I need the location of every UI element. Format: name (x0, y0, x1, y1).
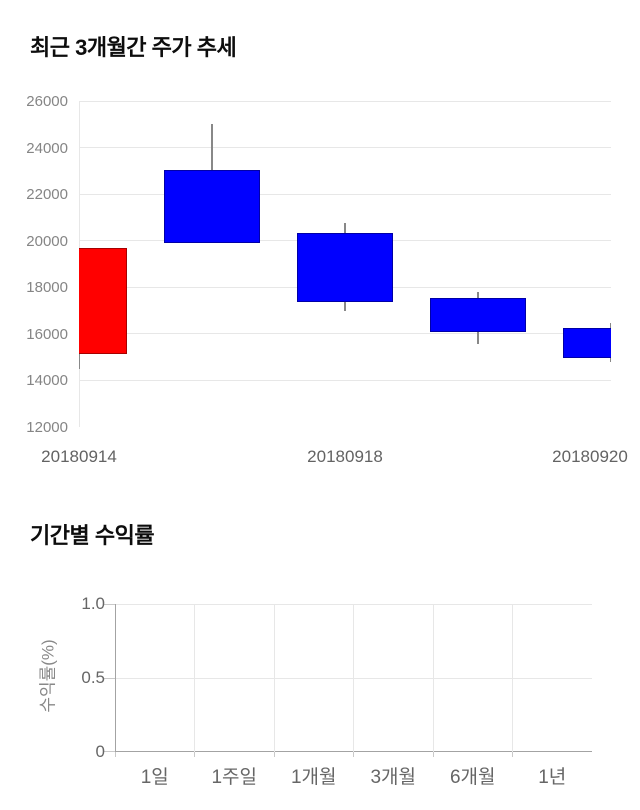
returns-column-gridline (273, 604, 275, 752)
returns-column-gridline (432, 604, 434, 752)
candle-body (79, 247, 127, 354)
price-y-tick-label: 20000 (26, 232, 68, 250)
candle-body (164, 169, 260, 244)
price-y-tick-label: 24000 (26, 139, 68, 157)
price-y-tick-label: 22000 (26, 186, 68, 204)
price-y-tick-label: 18000 (26, 279, 68, 297)
returns-x-axis-tick (432, 752, 434, 757)
returns-by-period-title: 기간별 수익률 (30, 523, 155, 548)
returns-column-gridline (353, 604, 354, 752)
returns-y-axis-tick (103, 603, 115, 605)
price-gridline (79, 193, 611, 195)
candle-body (563, 328, 611, 359)
price-x-tick-label: 20180914 (41, 447, 117, 466)
price-y-tick-label: 16000 (26, 325, 68, 343)
returns-y-axis-tick (103, 751, 115, 752)
returns-x-tick-label: 1개월 (290, 767, 337, 788)
price-x-tick-label: 20180920 (552, 447, 628, 466)
returns-x-axis-tick (353, 752, 354, 757)
returns-y-axis-line (114, 604, 116, 752)
price-gridline (79, 379, 611, 381)
candle-body (297, 232, 393, 303)
price-y-tick-label: 14000 (26, 372, 68, 390)
price-x-tick-label: 20180918 (307, 447, 383, 466)
returns-y-tick-label: 0 (95, 742, 105, 761)
returns-x-axis-tick (114, 752, 116, 757)
returns-x-axis-tick (512, 752, 513, 757)
returns-x-tick-label: 1주일 (211, 767, 258, 788)
price-candlestick-plot[interactable] (79, 101, 611, 427)
candle-body (430, 297, 526, 332)
returns-x-tick-label: 6개월 (449, 767, 496, 788)
returns-y-axis-tick (103, 677, 115, 679)
price-trend-title: 최근 3개월간 주가 추세 (30, 35, 237, 60)
returns-column-gridline (194, 604, 195, 752)
returns-x-tick-label: 3개월 (370, 767, 417, 788)
returns-bar-plot[interactable] (103, 603, 592, 757)
returns-x-axis-tick (194, 752, 195, 757)
price-gridline (79, 101, 611, 102)
price-gridline (79, 333, 611, 335)
returns-y-tick-label: 1.0 (81, 594, 105, 613)
returns-column-gridline (512, 604, 513, 752)
returns-y-tick-label: 0.5 (81, 668, 105, 687)
price-y-tick-label: 12000 (26, 419, 68, 436)
returns-x-axis-tick (273, 752, 275, 757)
returns-x-tick-label: 1년 (538, 767, 567, 788)
price-y-tick-label: 26000 (26, 93, 68, 110)
price-gridline (79, 426, 611, 427)
price-gridline (79, 147, 611, 149)
returns-x-tick-label: 1일 (140, 767, 169, 788)
